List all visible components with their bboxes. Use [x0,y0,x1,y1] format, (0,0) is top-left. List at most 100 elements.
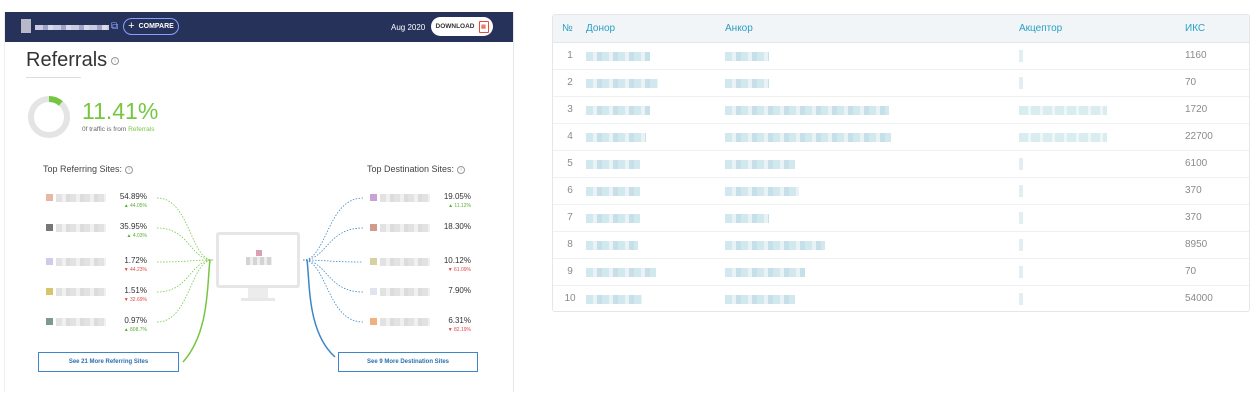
referring-link-curve [156,227,214,261]
destination-share: 19.05% [443,192,471,201]
col-anchor[interactable]: Анкор [725,23,753,34]
acceptor-blurred[interactable] [1019,77,1023,89]
see-more-referring-button[interactable]: See 21 More Referring Sites [38,352,179,372]
row-number: 5 [567,158,573,169]
acceptor-blurred[interactable] [1019,212,1023,224]
referring-change-value: 4.03% [132,233,147,239]
row-iks: 1720 [1185,104,1208,115]
site-name-blurred[interactable] [35,25,109,30]
site-name-blurred[interactable] [380,194,430,202]
site-name-blurred[interactable] [56,258,106,266]
table-row[interactable]: 3 1720 [553,96,1249,124]
anchor-blurred [725,160,795,169]
referring-share: 0.97% [124,316,147,325]
col-acceptor[interactable]: Акцептор [1019,23,1063,34]
site-name-blurred[interactable] [56,194,106,202]
row-iks: 370 [1185,185,1202,196]
destination-share: 6.31% [448,316,471,325]
donor-blurred[interactable] [586,52,650,61]
anchor-blurred [725,106,889,115]
link-lines [156,197,364,363]
col-num[interactable]: № [562,23,573,34]
table-row[interactable]: 6 370 [553,177,1249,205]
site-name-blurred[interactable] [56,288,106,296]
table-row[interactable]: 1 1160 [553,42,1249,70]
info-icon[interactable]: i [111,57,119,65]
site-name-blurred[interactable] [380,224,430,232]
acceptor-blurred[interactable] [1019,158,1023,170]
table-row[interactable]: 8 8950 [553,231,1249,259]
see-more-referring-label: See 21 More Referring Sites [68,359,149,365]
info-icon[interactable]: i [125,165,134,174]
col-donor[interactable]: Донор [586,23,616,34]
referring-share: 35.95% [119,222,147,231]
referring-change: ▲ 4.03% [126,233,147,239]
top-destination-heading-text: Top Destination Sites: [367,164,455,174]
destination-share: 7.90% [448,286,471,295]
site-favicon [46,318,53,325]
download-label: DOWNLOAD [435,23,475,30]
date-label: Aug 2020 [391,23,426,32]
col-iks[interactable]: ИКС [1185,23,1206,34]
destination-share: 10.12% [443,256,471,265]
table-row[interactable]: 4 22700 [553,123,1249,151]
site-name-blurred[interactable] [56,224,106,232]
acceptor-blurred[interactable] [1019,293,1023,305]
donor-blurred[interactable] [586,268,656,277]
destination-change-value: 11.12% [454,203,471,209]
top-referring-heading: Top Referring Sites: i [43,164,134,174]
table-row[interactable]: 9 70 [553,258,1249,286]
traffic-caption-link[interactable]: Referrals [128,126,155,133]
info-icon[interactable]: i [457,165,466,174]
destination-change: ▼ 82.19% [447,327,471,333]
external-link-icon[interactable]: ⧉ [111,21,119,32]
referring-link-curve [156,259,214,293]
acceptor-blurred[interactable] [1019,185,1023,197]
table-row[interactable]: 2 70 [553,69,1249,97]
donor-blurred[interactable] [586,133,646,142]
monitor-favicon [256,250,262,256]
referring-change: ▼ 44.23% [123,267,147,273]
table-row[interactable]: 10 54000 [553,285,1249,311]
donor-blurred[interactable] [586,160,640,169]
traffic-percent: 11.41% [82,98,159,124]
donor-blurred[interactable] [586,241,638,250]
acceptor-blurred[interactable] [1019,239,1023,251]
backlinks-table: № Донор Анкор Акцептор ИКС 1 1160 2 70 3… [552,14,1250,312]
site-name-blurred[interactable] [380,288,430,296]
see-more-destination-label: See 9 More Destination Sites [366,359,450,365]
site-favicon [370,194,377,201]
referring-share: 1.51% [124,286,147,295]
compare-button[interactable]: + COMPARE [123,18,179,35]
acceptor-blurred[interactable] [1019,266,1023,278]
row-iks: 70 [1185,77,1197,88]
destination-link-curve [302,197,364,261]
site-name-blurred[interactable] [56,318,106,326]
table-row[interactable]: 5 6100 [553,150,1249,178]
site-favicon [370,258,377,265]
acceptor-blurred[interactable] [1019,106,1107,115]
row-iks: 8950 [1185,239,1208,250]
download-button[interactable]: DOWNLOAD ▤ [431,17,493,36]
referring-link-curve [156,197,214,261]
destination-share: 18.30% [443,222,471,231]
donor-blurred[interactable] [586,214,640,223]
referrals-panel: ⧉ + COMPARE Aug 2020 DOWNLOAD ▤ Referral… [4,12,514,392]
acceptor-blurred[interactable] [1019,50,1023,62]
site-name-blurred[interactable] [380,258,430,266]
referring-link-curve [156,259,214,263]
donor-blurred[interactable] [586,79,658,88]
see-more-destination-button[interactable]: See 9 More Destination Sites [338,352,478,372]
row-number: 1 [567,50,573,61]
donor-blurred[interactable] [586,187,640,196]
title-divider [26,77,81,78]
row-number: 6 [567,185,573,196]
donor-blurred[interactable] [586,106,650,115]
row-number: 8 [567,239,573,250]
donor-blurred[interactable] [586,295,642,304]
compare-label: COMPARE [138,23,174,30]
table-row[interactable]: 7 370 [553,204,1249,232]
referring-change-value: 44.05% [130,203,147,209]
site-name-blurred[interactable] [380,318,430,326]
acceptor-blurred[interactable] [1019,133,1107,142]
